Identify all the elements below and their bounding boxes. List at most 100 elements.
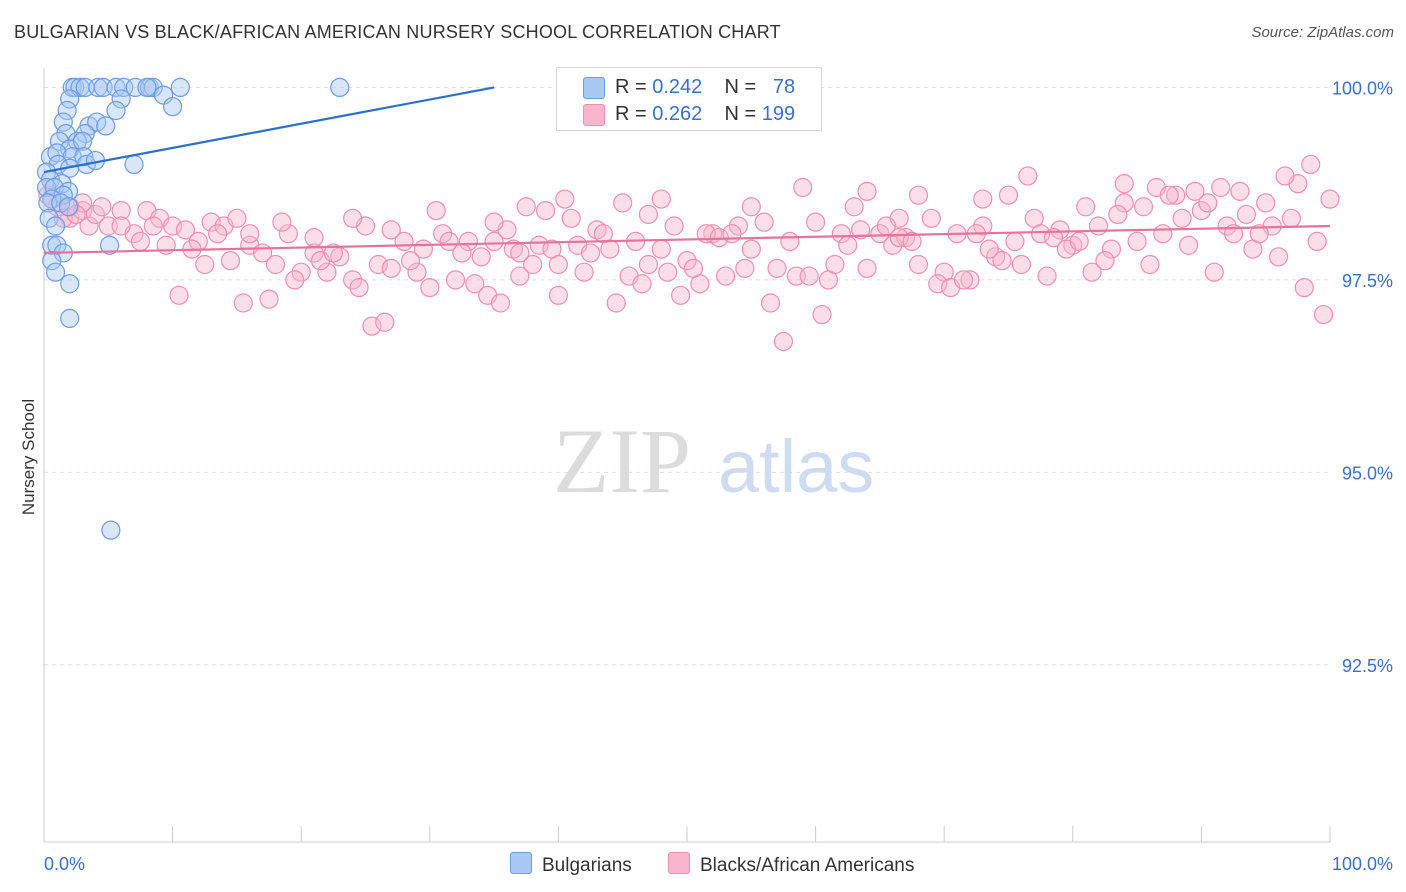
black-african-american-point	[323, 243, 343, 263]
bottom-legend-bulgarians: Bulgarians	[510, 852, 632, 876]
bottom-legend-swatch-pink	[668, 852, 690, 874]
black-african-american-point	[1153, 224, 1173, 244]
black-african-american-point	[921, 208, 941, 228]
black-african-american-point	[953, 270, 974, 290]
black-african-american-point	[111, 201, 131, 221]
bulgarian-point	[56, 124, 76, 144]
black-african-american-point	[233, 293, 253, 313]
black-african-american-point	[529, 235, 549, 255]
bulgarian-point	[53, 112, 73, 132]
black-african-american-point	[72, 193, 93, 213]
chart-title: BULGARIAN VS BLACK/AFRICAN AMERICAN NURS…	[14, 22, 781, 42]
black-african-american-point	[1256, 193, 1276, 213]
black-african-american-point	[484, 212, 504, 232]
black-african-american-point	[838, 235, 858, 255]
black-african-american-point	[490, 293, 511, 313]
black-african-american-point	[1211, 177, 1231, 198]
black-african-american-point	[960, 270, 980, 290]
black-african-american-point	[548, 285, 569, 305]
black-african-american-point	[793, 177, 813, 198]
bulgarian-point	[96, 116, 116, 136]
black-african-american-point	[1076, 197, 1096, 217]
black-african-american-point	[735, 258, 755, 278]
black-african-american-point	[452, 243, 472, 263]
bulgarian-point	[330, 77, 350, 98]
black-african-american-point	[767, 258, 787, 278]
black-african-american-point	[1185, 181, 1205, 201]
bulgarian-point	[36, 177, 57, 198]
black-african-american-point	[471, 247, 491, 267]
x-tick-label: 0.0%	[44, 854, 85, 874]
watermark-atlas: atlas	[718, 425, 874, 508]
black-african-american-point	[741, 239, 761, 259]
black-african-american-point	[908, 254, 929, 275]
black-african-american-point	[1249, 224, 1269, 244]
black-african-american-point	[285, 270, 305, 290]
y-tick-label: 92.5%	[1342, 656, 1393, 676]
black-african-american-point	[1204, 262, 1224, 282]
black-african-american-point	[79, 216, 99, 236]
black-african-american-point	[317, 262, 337, 282]
black-african-american-point	[870, 224, 890, 244]
black-african-american-point	[1320, 189, 1340, 209]
black-african-american-point	[1140, 254, 1160, 275]
black-african-american-point	[458, 231, 478, 251]
bulgarian-point	[45, 262, 66, 282]
y-tick-label: 100.0%	[1332, 78, 1393, 98]
source-label: Source: ZipAtlas.com	[1251, 24, 1394, 41]
legend-r-value-blue: 0.242	[652, 76, 703, 98]
legend-swatch-blue	[583, 77, 605, 99]
legend-n-label: N =	[724, 76, 757, 98]
bottom-legend-label-pink: Blacks/African Americans	[700, 855, 915, 876]
black-african-american-point	[227, 208, 247, 228]
black-african-american-point	[343, 208, 363, 228]
black-african-american-point	[1018, 166, 1038, 186]
black-african-american-point	[773, 331, 794, 352]
black-african-american-point	[658, 262, 678, 282]
bulgarian-point	[57, 100, 77, 121]
black-african-american-point	[368, 254, 388, 275]
black-african-american-point	[111, 216, 131, 236]
black-african-american-point	[1133, 197, 1154, 217]
black-african-american-point	[484, 231, 504, 251]
black-african-american-point	[1191, 201, 1212, 221]
black-african-american-point	[1011, 254, 1031, 275]
black-african-american-point	[677, 251, 697, 271]
legend-swatch-pink	[583, 104, 605, 126]
bulgarian-point	[47, 235, 67, 255]
black-african-american-point	[1236, 204, 1257, 225]
black-african-american-point	[1114, 193, 1134, 213]
black-african-american-point	[535, 201, 556, 221]
black-african-american-point	[1031, 224, 1051, 244]
black-african-american-point	[889, 227, 909, 248]
watermark-zip: ZIP	[553, 410, 691, 512]
black-african-american-point	[1217, 216, 1237, 236]
bulgarian-point	[60, 308, 80, 328]
black-african-american-point	[1005, 231, 1025, 251]
bulgarian-point	[65, 77, 85, 98]
black-african-american-point	[760, 293, 781, 313]
bulgarian-point	[137, 77, 157, 98]
black-african-american-point	[928, 274, 948, 294]
bulgarian-point	[106, 77, 126, 98]
black-african-american-point	[1268, 247, 1289, 267]
bottom-legend-blacks: Blacks/African Americans	[668, 852, 914, 876]
y-tick-label: 97.5%	[1342, 271, 1393, 291]
black-african-american-point	[857, 258, 877, 278]
black-african-american-point	[1159, 185, 1179, 205]
black-african-american-point	[548, 254, 569, 275]
black-african-american-point	[220, 251, 241, 271]
black-african-american-point	[1037, 266, 1057, 286]
bulgarian-point	[106, 100, 126, 121]
black-african-american-point	[1043, 227, 1064, 248]
bulgarian-point	[124, 154, 144, 174]
black-african-american-point	[812, 304, 832, 325]
black-african-american-point	[683, 258, 704, 278]
black-african-american-point	[1108, 204, 1128, 225]
bulgarian-trend-line	[43, 86, 495, 174]
black-african-american-point	[381, 258, 401, 278]
black-african-american-point	[825, 254, 845, 275]
black-african-american-point	[613, 193, 633, 213]
black-african-american-point	[53, 208, 73, 228]
black-african-american-point	[805, 212, 826, 232]
